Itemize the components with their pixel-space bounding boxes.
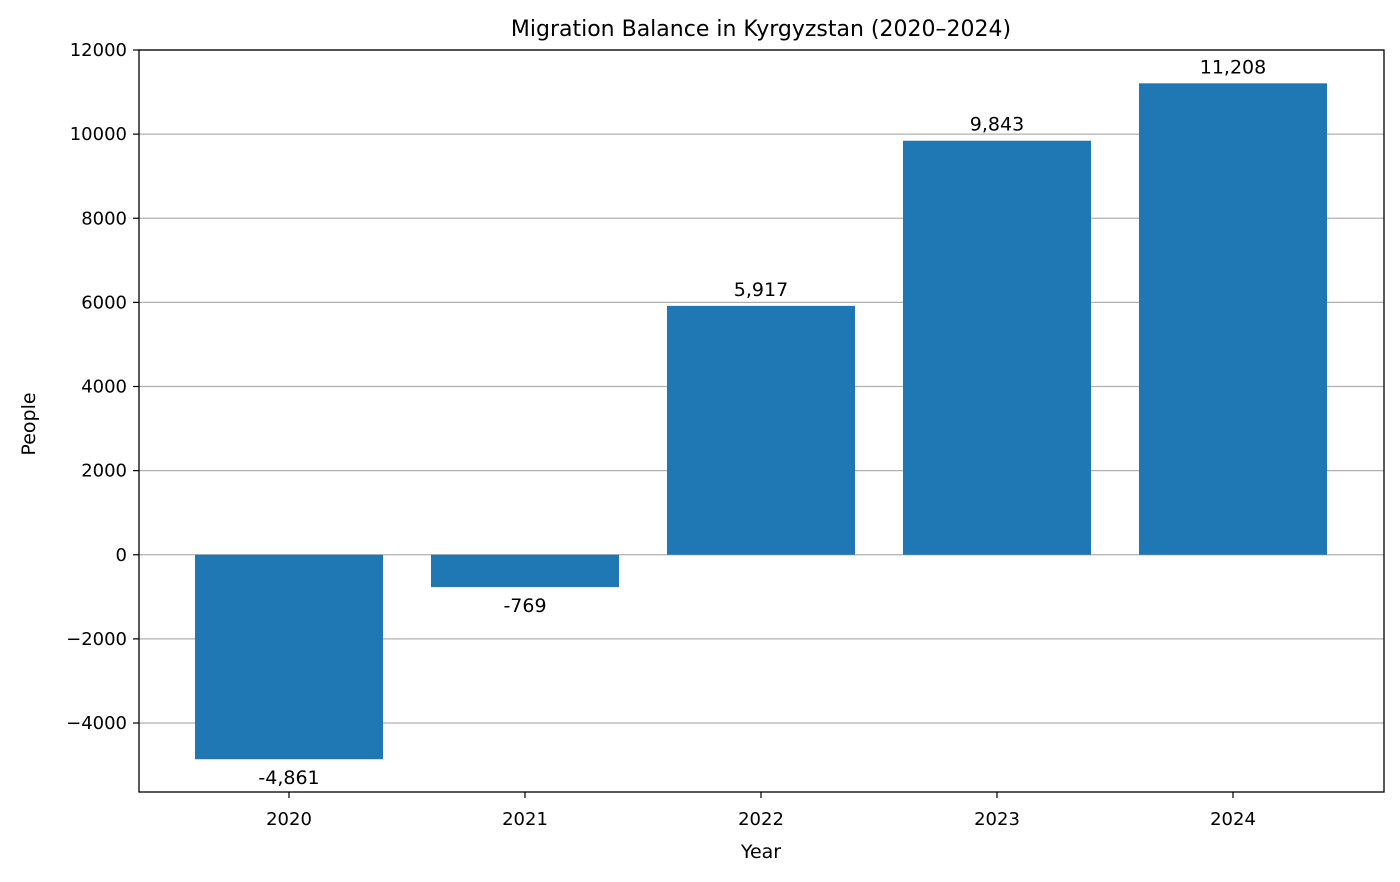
y-tick-label: 10000 — [70, 124, 127, 145]
bar-2021 — [431, 554, 619, 588]
y-tick-label: 8000 — [81, 208, 127, 229]
data-labels: -4,861 -769 5,917 9,843 11,208 — [258, 56, 1266, 789]
y-tick-label: −4000 — [66, 713, 127, 734]
bar-2023 — [903, 140, 1091, 555]
y-tick-label: 0 — [116, 545, 127, 566]
y-tick-label: 12000 — [70, 40, 127, 61]
data-label: -4,861 — [258, 767, 319, 789]
x-axis-label: Year — [740, 841, 781, 863]
x-tick-label: 2021 — [502, 809, 548, 830]
x-tick-label: 2020 — [266, 809, 312, 830]
x-axis-ticks: 2020 2021 2022 2023 2024 — [266, 792, 1256, 830]
bar-2022 — [667, 305, 855, 555]
bars — [195, 83, 1327, 760]
x-tick-label: 2024 — [1210, 809, 1256, 830]
bar-2020 — [195, 554, 383, 760]
data-label: -769 — [503, 595, 546, 617]
y-axis-ticks: −4000 −2000 0 2000 4000 6000 8000 10000 12000 — [66, 40, 139, 734]
y-tick-label: −2000 — [66, 629, 127, 650]
data-label: 11,208 — [1200, 56, 1266, 78]
y-tick-label: 2000 — [81, 461, 127, 482]
y-tick-label: 4000 — [81, 377, 127, 398]
x-tick-label: 2023 — [974, 809, 1020, 830]
y-axis-label: People — [18, 392, 40, 455]
y-tick-label: 6000 — [81, 292, 127, 313]
data-label: 5,917 — [734, 279, 788, 301]
data-label: 9,843 — [970, 114, 1024, 136]
x-tick-label: 2022 — [738, 809, 784, 830]
bar-2024 — [1139, 83, 1327, 555]
chart-title: Migration Balance in Kyrgyzstan (2020–20… — [511, 17, 1011, 42]
